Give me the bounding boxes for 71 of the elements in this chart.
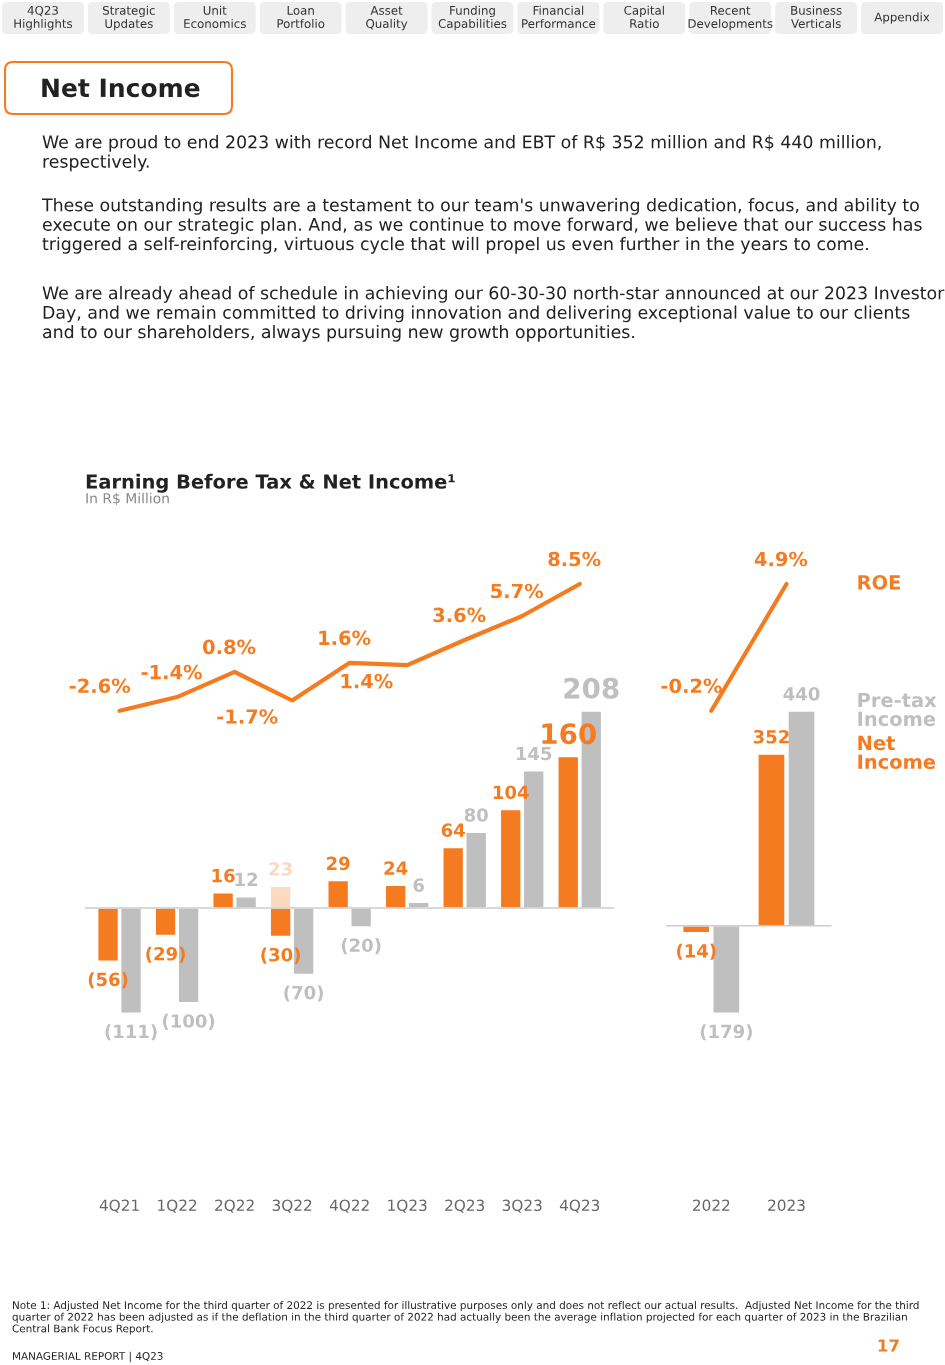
data-label: (14) (677, 943, 716, 960)
data-label: -1.4% (141, 664, 202, 680)
data-label: (179) (700, 1024, 752, 1041)
data-label: 29 (327, 856, 350, 871)
data-label: 160 (542, 723, 596, 745)
data-label: 352 (753, 729, 789, 744)
data-label: 104 (493, 785, 529, 800)
category-label: Asset Quality (366, 6, 408, 31)
data-label: 1.6% (319, 630, 371, 646)
x-tick-label: 4Q23 (559, 1199, 600, 1213)
x-tick-label: 3Q22 (272, 1199, 312, 1213)
x-tick-label: 4Q21 (99, 1199, 139, 1213)
text: Note 1: Adjusted Net Income for the third quarter of 2022 is presented for illustrative purposes only and does not reflect our actual results. Adjusted Net Income for the third quarter of 2022 has been adjusted as if the deflation in the third quarter of 2022 had actually been the average inflation projected for each quarter of 2023 in the Brazilian Central Bank Focus Report. (12, 1301, 919, 1335)
x-tick-label: 4Q22 (329, 1199, 369, 1213)
category-label: Financial Performance (522, 5, 596, 29)
x-tick-label: 2023 (768, 1199, 805, 1212)
text: These outstanding results are a testament to our team's unwavering dedication, focus, and ability to execute on our strategic plan. And, as we continue to move forward, we believe that our success has triggered a self-reinforcing, virtuous cycle that will propel us even further in the years to come. (41, 198, 922, 254)
data-label: 440 (783, 687, 820, 701)
text: Net Income (42, 78, 200, 98)
data-label: 208 (564, 677, 619, 699)
data-label: 24 (384, 861, 408, 875)
data-label: 16 (212, 868, 235, 883)
data-label: -0.2% (661, 678, 722, 694)
category-label: Loan Portfolio (277, 6, 325, 29)
category-label: Appendix (874, 12, 930, 24)
bar (269, 885, 292, 909)
data-label: (70) (284, 985, 323, 1002)
data-label: 6 (413, 878, 424, 892)
category-label: Strategic Updates (102, 5, 155, 31)
data-label: 3.6% (433, 607, 486, 623)
category-label: Capital Ratio (624, 5, 664, 29)
text: ROE (858, 574, 900, 590)
data-label: (29) (146, 946, 185, 963)
data-label: 4.9% (754, 551, 808, 567)
data-label: 64 (441, 823, 465, 838)
data-label: 12 (235, 872, 258, 886)
data-label: -1.7% (217, 709, 278, 724)
x-tick-label: 2022 (693, 1199, 730, 1212)
x-tick-label: 1Q22 (158, 1199, 197, 1213)
chart-subtitle: In R$ Million (86, 492, 169, 506)
data-label: 8.5% (548, 551, 601, 567)
data-label: 145 (516, 746, 552, 761)
data-label: 1.4% (341, 673, 393, 689)
bar (350, 907, 373, 928)
category-label: Funding Capabilities (438, 5, 507, 31)
text: Pre-tax Income (858, 692, 937, 727)
data-label: 23 (269, 862, 292, 876)
x-tick-label: 2Q22 (215, 1199, 254, 1213)
text: 17 (878, 1339, 899, 1352)
data-label: -2.6% (69, 678, 131, 694)
data-label: (20) (341, 938, 381, 955)
category-label: Business Verticals (791, 5, 842, 29)
text: Net Income (858, 735, 936, 770)
category-label: 4Q23 Highlights (14, 5, 73, 31)
x-tick-label: 2Q23 (445, 1199, 485, 1213)
x-tick-label: 3Q23 (502, 1199, 542, 1213)
text: MANAGERIAL REPORT | 4Q23 (13, 1351, 163, 1363)
text: We are already ahead of schedule in achieving our 60-30-30 north-star announced at our 2023 Investor Day, and we remain committed to driving innovation and delivering exceptional value to our clients and to our shareholders, always pursuing new growth opportunities. (42, 286, 945, 342)
data-label: (30) (261, 947, 300, 964)
data-label: 80 (464, 808, 488, 822)
category-label: Recent Developments (688, 6, 773, 31)
data-label: (111) (105, 1024, 157, 1041)
text: We are proud to end 2023 with record Net Income and EBT of R$ 352 million and R$ 440 million, respectively. (42, 135, 881, 172)
data-label: 5.7% (491, 583, 544, 599)
data-label: (100) (163, 1013, 215, 1030)
data-label: (56) (88, 972, 128, 989)
bar (327, 879, 350, 909)
chart-title: Earning Before Tax & Net Income¹ (86, 473, 455, 493)
x-tick-label: 1Q23 (388, 1199, 427, 1213)
category-label: Unit Economics (184, 5, 246, 29)
data-label: 0.8% (203, 639, 256, 655)
